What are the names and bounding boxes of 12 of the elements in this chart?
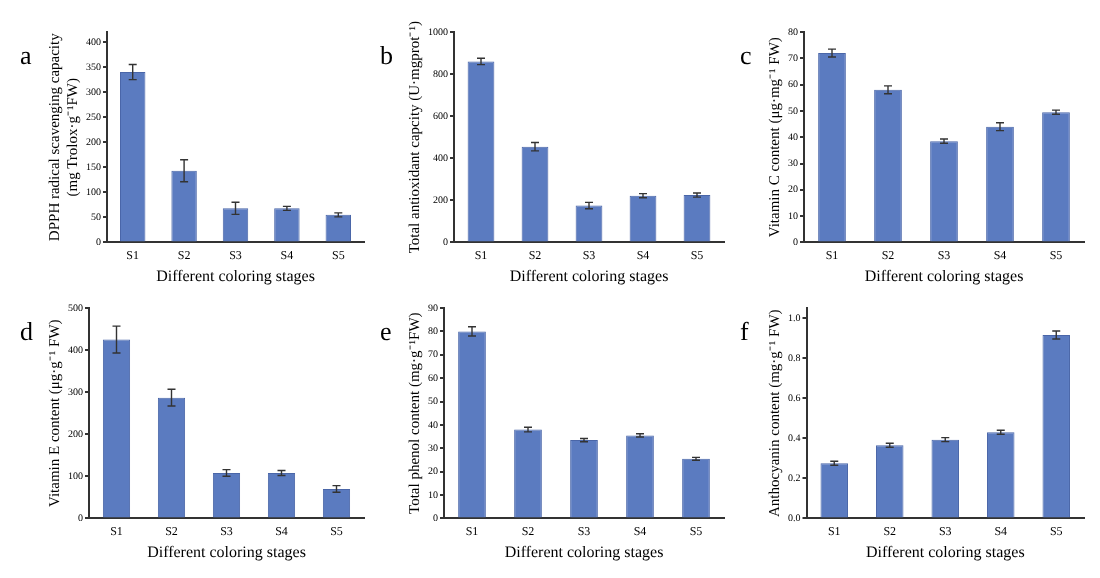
x-axis-title: Different coloring stages: [865, 542, 1025, 561]
x-axis-title: Different coloring stages: [147, 542, 306, 561]
x-axis-title: Different coloring stages: [509, 266, 669, 285]
chart-title: a: [20, 39, 32, 70]
chart-title: c: [740, 39, 752, 70]
x-axis-title: Different coloring stages: [156, 266, 315, 285]
chart-title: e: [380, 315, 392, 346]
x-axis-title: Different coloring stages: [504, 542, 664, 561]
chart-title: d: [20, 315, 34, 346]
chart-title: b: [380, 39, 393, 70]
x-axis-title: Different coloring stages: [864, 266, 1024, 285]
chart-title: f: [740, 315, 750, 346]
